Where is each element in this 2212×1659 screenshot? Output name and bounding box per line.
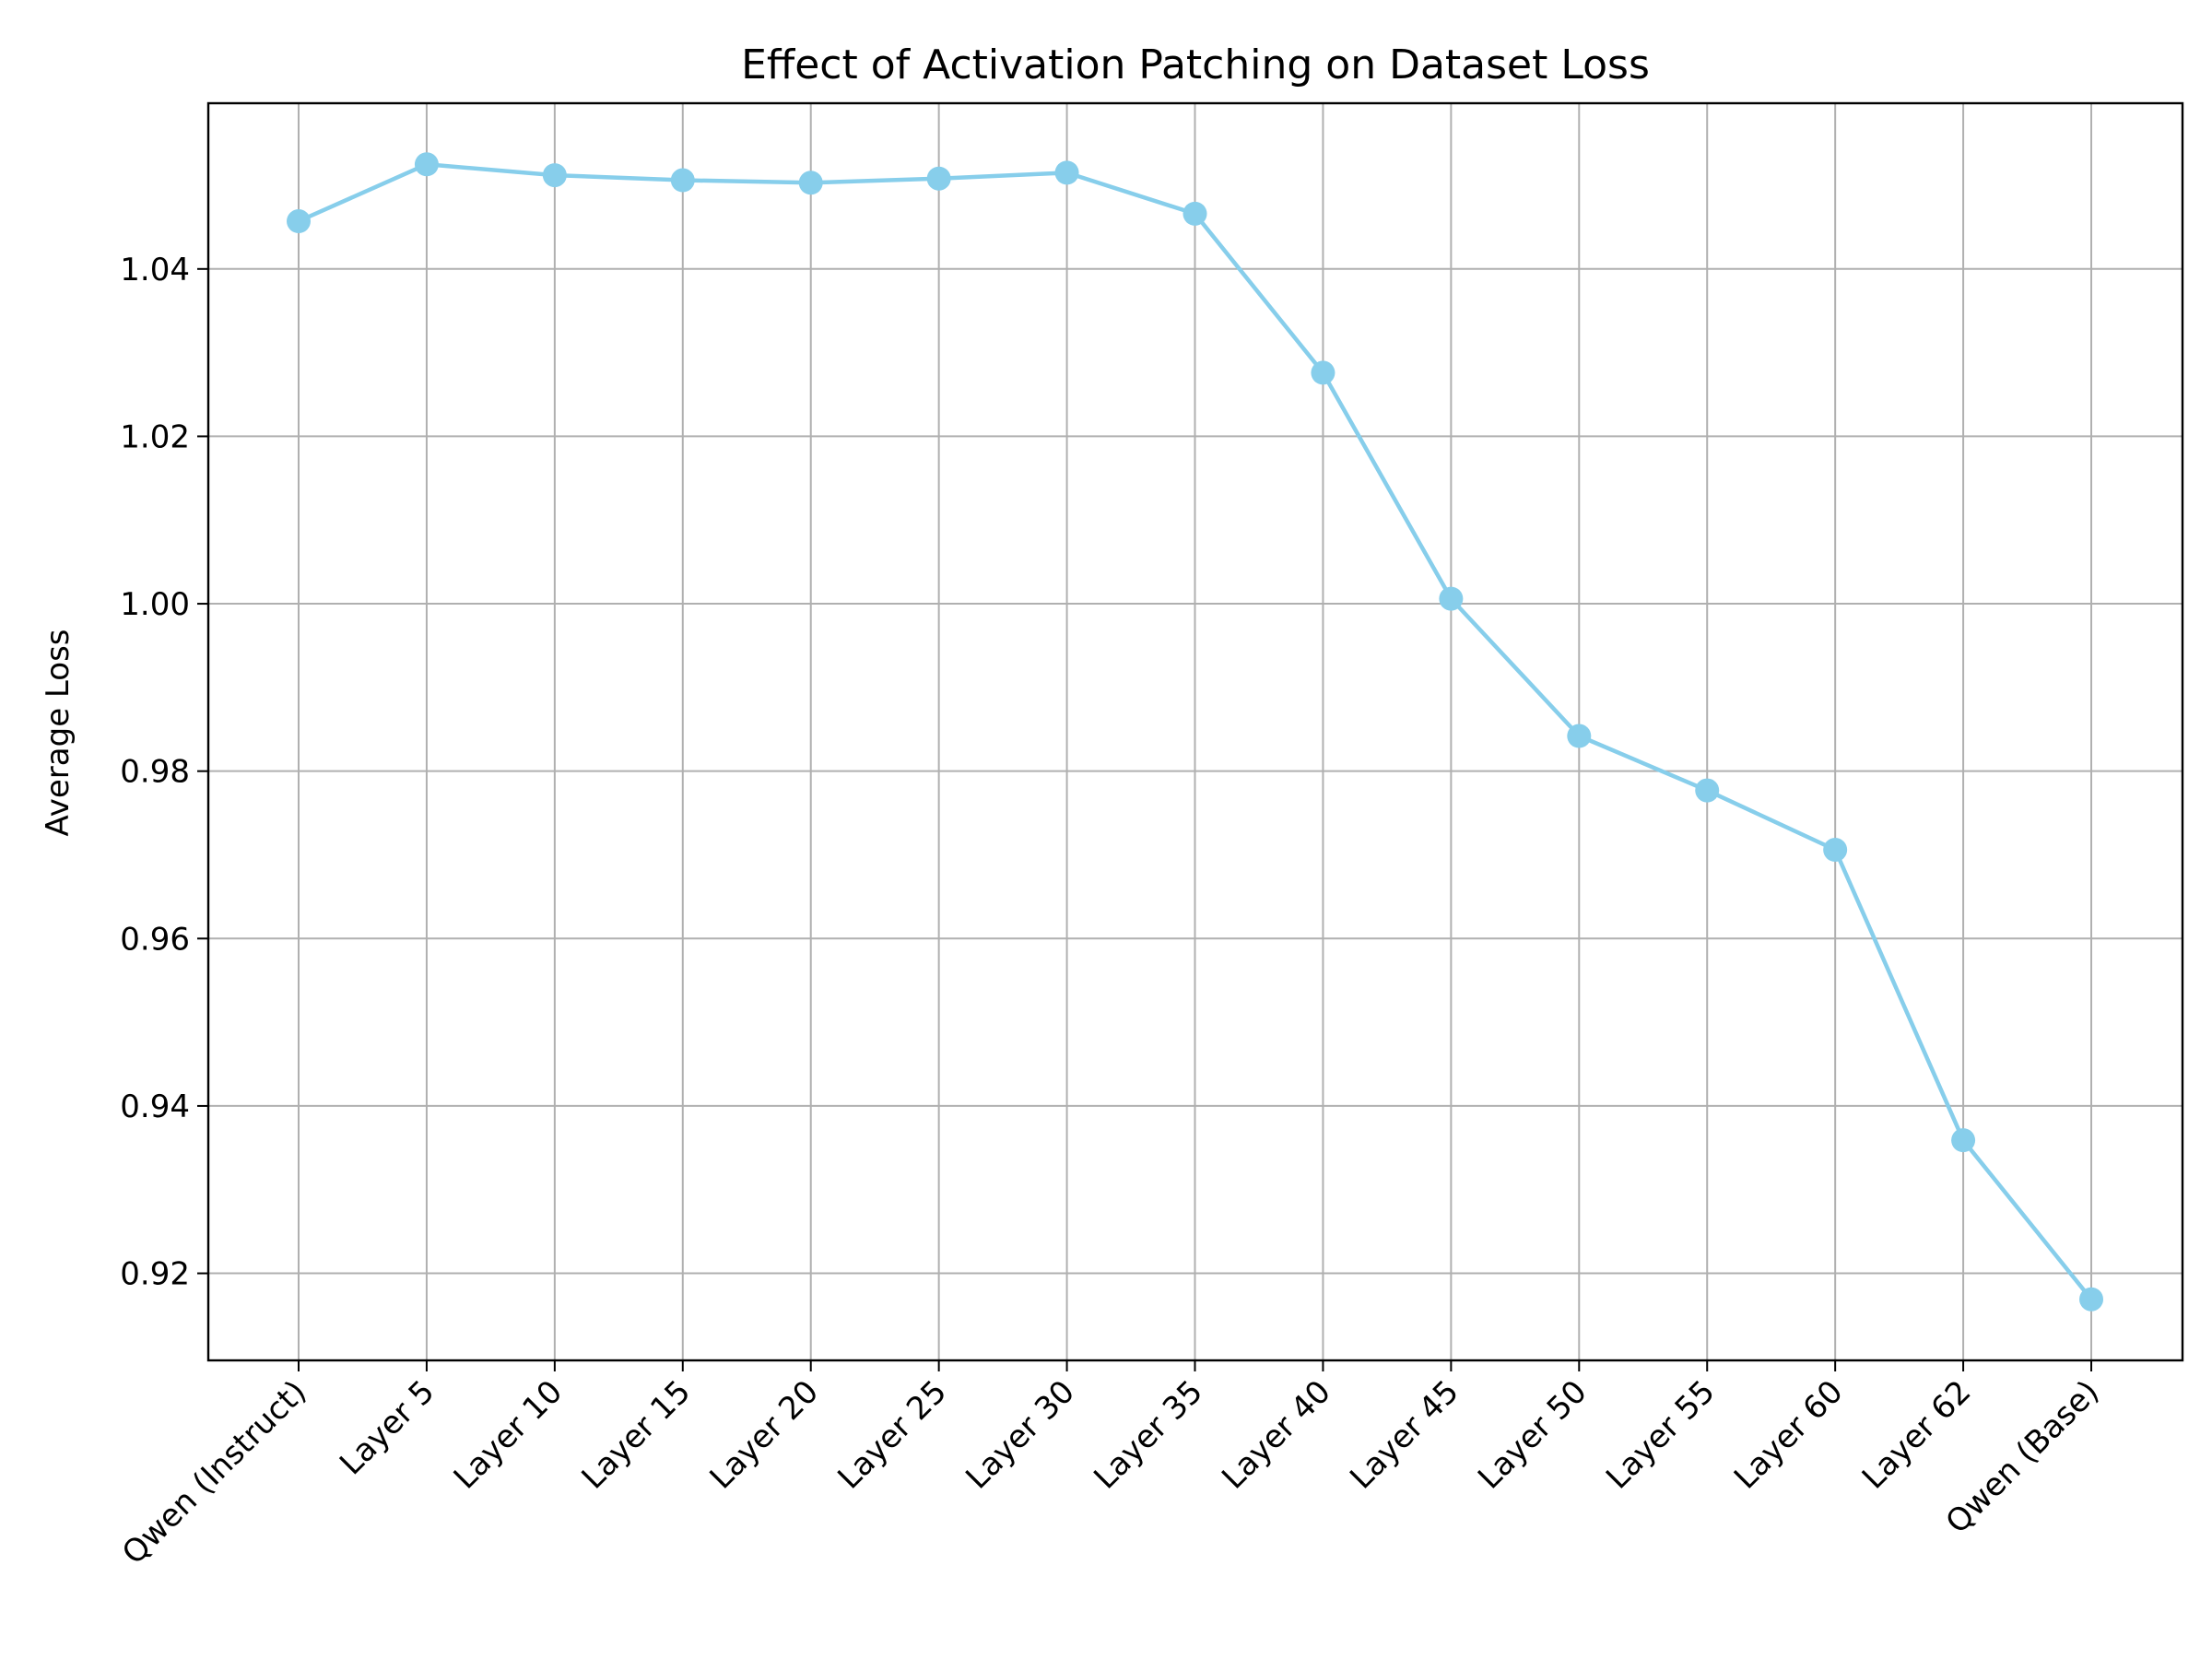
data-point	[1439, 586, 1464, 611]
y-axis-label: Average Loss	[40, 629, 76, 836]
data-point	[542, 163, 567, 188]
y-tick-label: 0.92	[120, 1256, 190, 1293]
y-tick-label: 1.00	[120, 586, 190, 623]
data-point	[1695, 778, 1720, 803]
chart-title: Effect of Activation Patching on Dataset…	[741, 41, 1650, 88]
y-tick-label: 0.96	[120, 921, 190, 958]
y-tick-label: 0.94	[120, 1088, 190, 1125]
data-point	[1182, 201, 1207, 226]
data-points	[287, 152, 2104, 1312]
y-tick-label: 1.04	[120, 252, 190, 288]
data-point	[1951, 1128, 1976, 1153]
data-point	[287, 209, 311, 234]
data-point	[414, 152, 439, 177]
data-point	[1311, 360, 1335, 385]
data-point	[2079, 1287, 2104, 1312]
data-point	[798, 171, 823, 195]
data-point	[1823, 838, 1848, 863]
data-point	[926, 166, 951, 191]
data-point	[1567, 724, 1592, 748]
y-tick-label: 0.98	[120, 754, 190, 791]
data-point	[1054, 160, 1079, 185]
data-point	[670, 168, 695, 193]
y-tick-label: 1.02	[120, 418, 190, 455]
